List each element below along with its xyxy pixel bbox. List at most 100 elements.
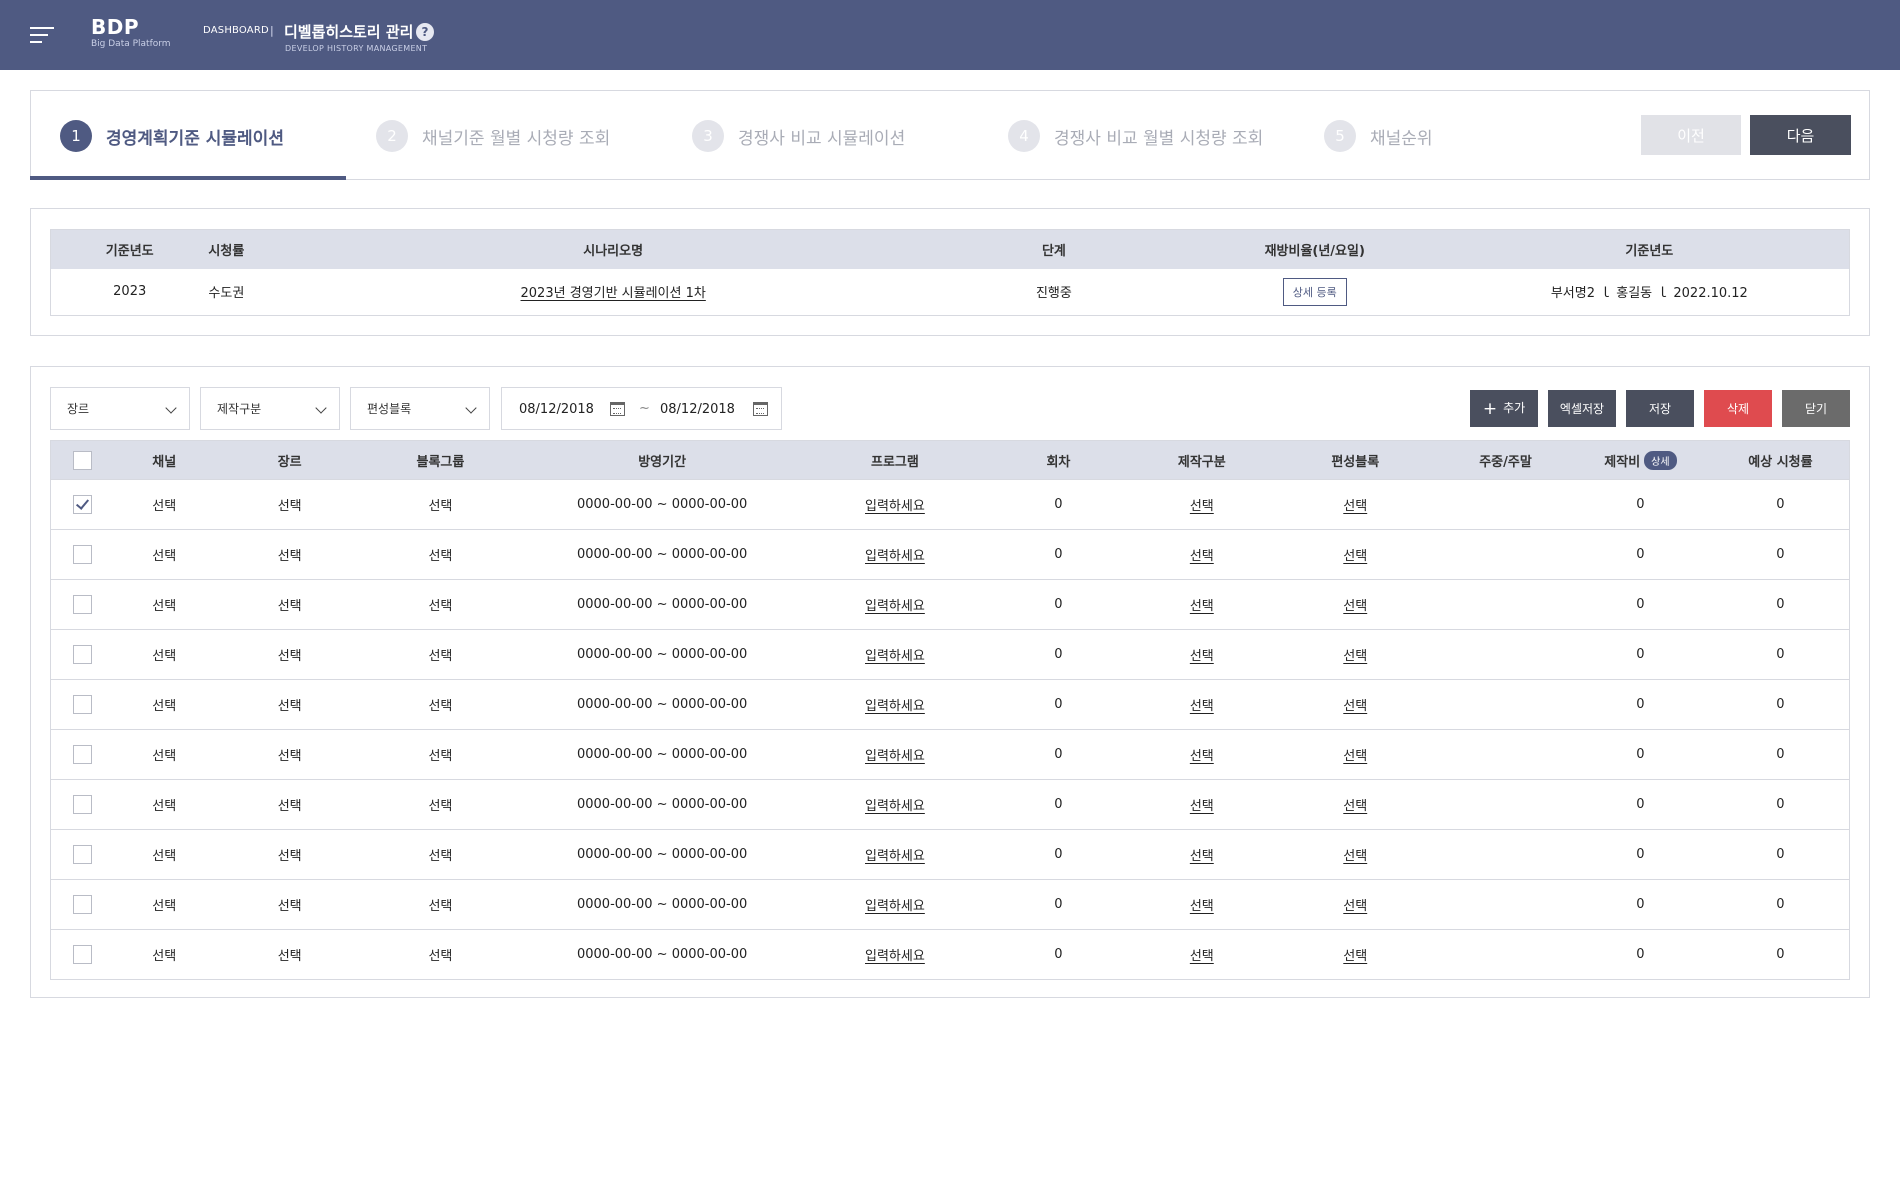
cell-genre[interactable]: 선택 [277,749,302,764]
save-button[interactable]: 저장 [1626,390,1694,427]
cell-program[interactable]: 입력하세요 [865,699,925,714]
cell-channel[interactable]: 선택 [152,699,177,714]
step-5[interactable]: 5 채널순위 [1324,119,1433,153]
step-1[interactable]: 1 경영계획기준 시뮬레이션 [60,119,284,153]
step-4[interactable]: 4 경쟁사 비교 월별 시청량 조회 [1008,119,1263,153]
excel-save-button[interactable]: 엑셀저장 [1548,390,1616,427]
cell-channel[interactable]: 선택 [152,799,177,814]
row-checkbox[interactable] [72,595,92,614]
cell-program[interactable]: 입력하세요 [865,899,925,914]
cell-production[interactable]: 선택 [1189,799,1214,814]
cell-genre[interactable]: 선택 [277,699,302,714]
cell-production[interactable]: 선택 [1189,599,1214,614]
cell-block-group[interactable]: 선택 [428,849,453,864]
cell-production[interactable]: 선택 [1189,699,1214,714]
date-to-input[interactable]: 08/12/2018 [660,402,735,417]
cell-block-group[interactable]: 선택 [428,799,453,814]
cell-channel[interactable]: 선택 [152,499,177,514]
cell-genre[interactable]: 선택 [277,899,302,914]
cell-production[interactable]: 선택 [1189,649,1214,664]
detail-register-button[interactable]: 상세 등록 [1282,277,1347,306]
row-checkbox[interactable] [72,845,92,864]
cell-program[interactable]: 입력하세요 [865,949,925,964]
cell-block[interactable]: 선택 [1343,899,1368,914]
cell-block-group[interactable]: 선택 [428,599,453,614]
cell-block[interactable]: 선택 [1343,849,1368,864]
help-icon[interactable]: ? [416,23,434,41]
cell-program[interactable]: 입력하세요 [865,649,925,664]
row-checkbox[interactable] [72,745,92,764]
cell-program[interactable]: 입력하세요 [865,599,925,614]
cell-block-group[interactable]: 선택 [428,899,453,914]
cell-channel[interactable]: 선택 [152,749,177,764]
cell-channel[interactable]: 선택 [152,899,177,914]
cell-block-group[interactable]: 선택 [428,549,453,564]
cell-production[interactable]: 선택 [1189,549,1214,564]
cell-genre[interactable]: 선택 [277,849,302,864]
info-scenario-name[interactable]: 2023년 경영기반 시뮬레이션 1차 [520,286,706,302]
cell-program[interactable]: 입력하세요 [865,849,925,864]
row-checkbox[interactable] [72,495,92,514]
cell-block[interactable]: 선택 [1343,949,1368,964]
cell-genre[interactable]: 선택 [277,499,302,514]
cell-genre[interactable]: 선택 [277,549,302,564]
calendar-icon[interactable] [753,402,768,416]
prev-button[interactable]: 이전 [1641,115,1741,155]
step-2[interactable]: 2 채널기준 월별 시청량 조회 [376,119,610,153]
next-button[interactable]: 다음 [1750,115,1851,155]
cell-channel[interactable]: 선택 [152,949,177,964]
cell-channel[interactable]: 선택 [152,649,177,664]
cell-block[interactable]: 선택 [1343,549,1368,564]
cell-genre[interactable]: 선택 [277,949,302,964]
cell-program[interactable]: 입력하세요 [865,799,925,814]
cell-channel[interactable]: 선택 [152,549,177,564]
genre-select[interactable]: 장르 [50,387,190,430]
cell-block[interactable]: 선택 [1343,799,1368,814]
header-base-year-2: 기준년도 [1449,229,1850,269]
breadcrumb-dashboard[interactable]: DASHBOARD [203,25,269,36]
cell-production[interactable]: 선택 [1189,849,1214,864]
select-all-checkbox[interactable] [72,450,92,470]
cell-cost: 0 [1636,797,1645,812]
cell-block-group[interactable]: 선택 [428,499,453,514]
cell-block-group[interactable]: 선택 [428,949,453,964]
row-checkbox[interactable] [72,545,92,564]
cell-cost: 0 [1636,597,1645,612]
cell-channel[interactable]: 선택 [152,599,177,614]
cell-block[interactable]: 선택 [1343,599,1368,614]
cell-program[interactable]: 입력하세요 [865,499,925,514]
menu-icon[interactable] [30,27,56,45]
cell-program[interactable]: 입력하세요 [865,549,925,564]
add-button[interactable]: + 추가 [1470,390,1538,427]
row-checkbox[interactable] [72,945,92,964]
calendar-icon[interactable] [610,402,625,416]
cell-production[interactable]: 선택 [1189,749,1214,764]
cell-block[interactable]: 선택 [1343,499,1368,514]
logo[interactable]: BDP [91,15,140,39]
cell-program[interactable]: 입력하세요 [865,749,925,764]
date-from-input[interactable]: 08/12/2018 [519,402,594,417]
production-select[interactable]: 제작구분 [200,387,340,430]
delete-button[interactable]: 삭제 [1704,390,1772,427]
block-select[interactable]: 편성블록 [350,387,490,430]
cell-production[interactable]: 선택 [1189,949,1214,964]
cell-block[interactable]: 선택 [1343,649,1368,664]
cell-production[interactable]: 선택 [1189,499,1214,514]
row-checkbox[interactable] [72,795,92,814]
cell-channel[interactable]: 선택 [152,849,177,864]
cell-genre[interactable]: 선택 [277,599,302,614]
step-3[interactable]: 3 경쟁사 비교 시뮬레이션 [692,119,905,153]
cell-genre[interactable]: 선택 [277,799,302,814]
cost-detail-badge[interactable]: 상세 [1644,450,1677,470]
cell-block[interactable]: 선택 [1343,699,1368,714]
cell-genre[interactable]: 선택 [277,649,302,664]
cell-block-group[interactable]: 선택 [428,749,453,764]
cell-production[interactable]: 선택 [1189,899,1214,914]
row-checkbox[interactable] [72,695,92,714]
cell-block[interactable]: 선택 [1343,749,1368,764]
row-checkbox[interactable] [72,895,92,914]
row-checkbox[interactable] [72,645,92,664]
cell-block-group[interactable]: 선택 [428,649,453,664]
cell-block-group[interactable]: 선택 [428,699,453,714]
close-button[interactable]: 닫기 [1782,390,1850,427]
